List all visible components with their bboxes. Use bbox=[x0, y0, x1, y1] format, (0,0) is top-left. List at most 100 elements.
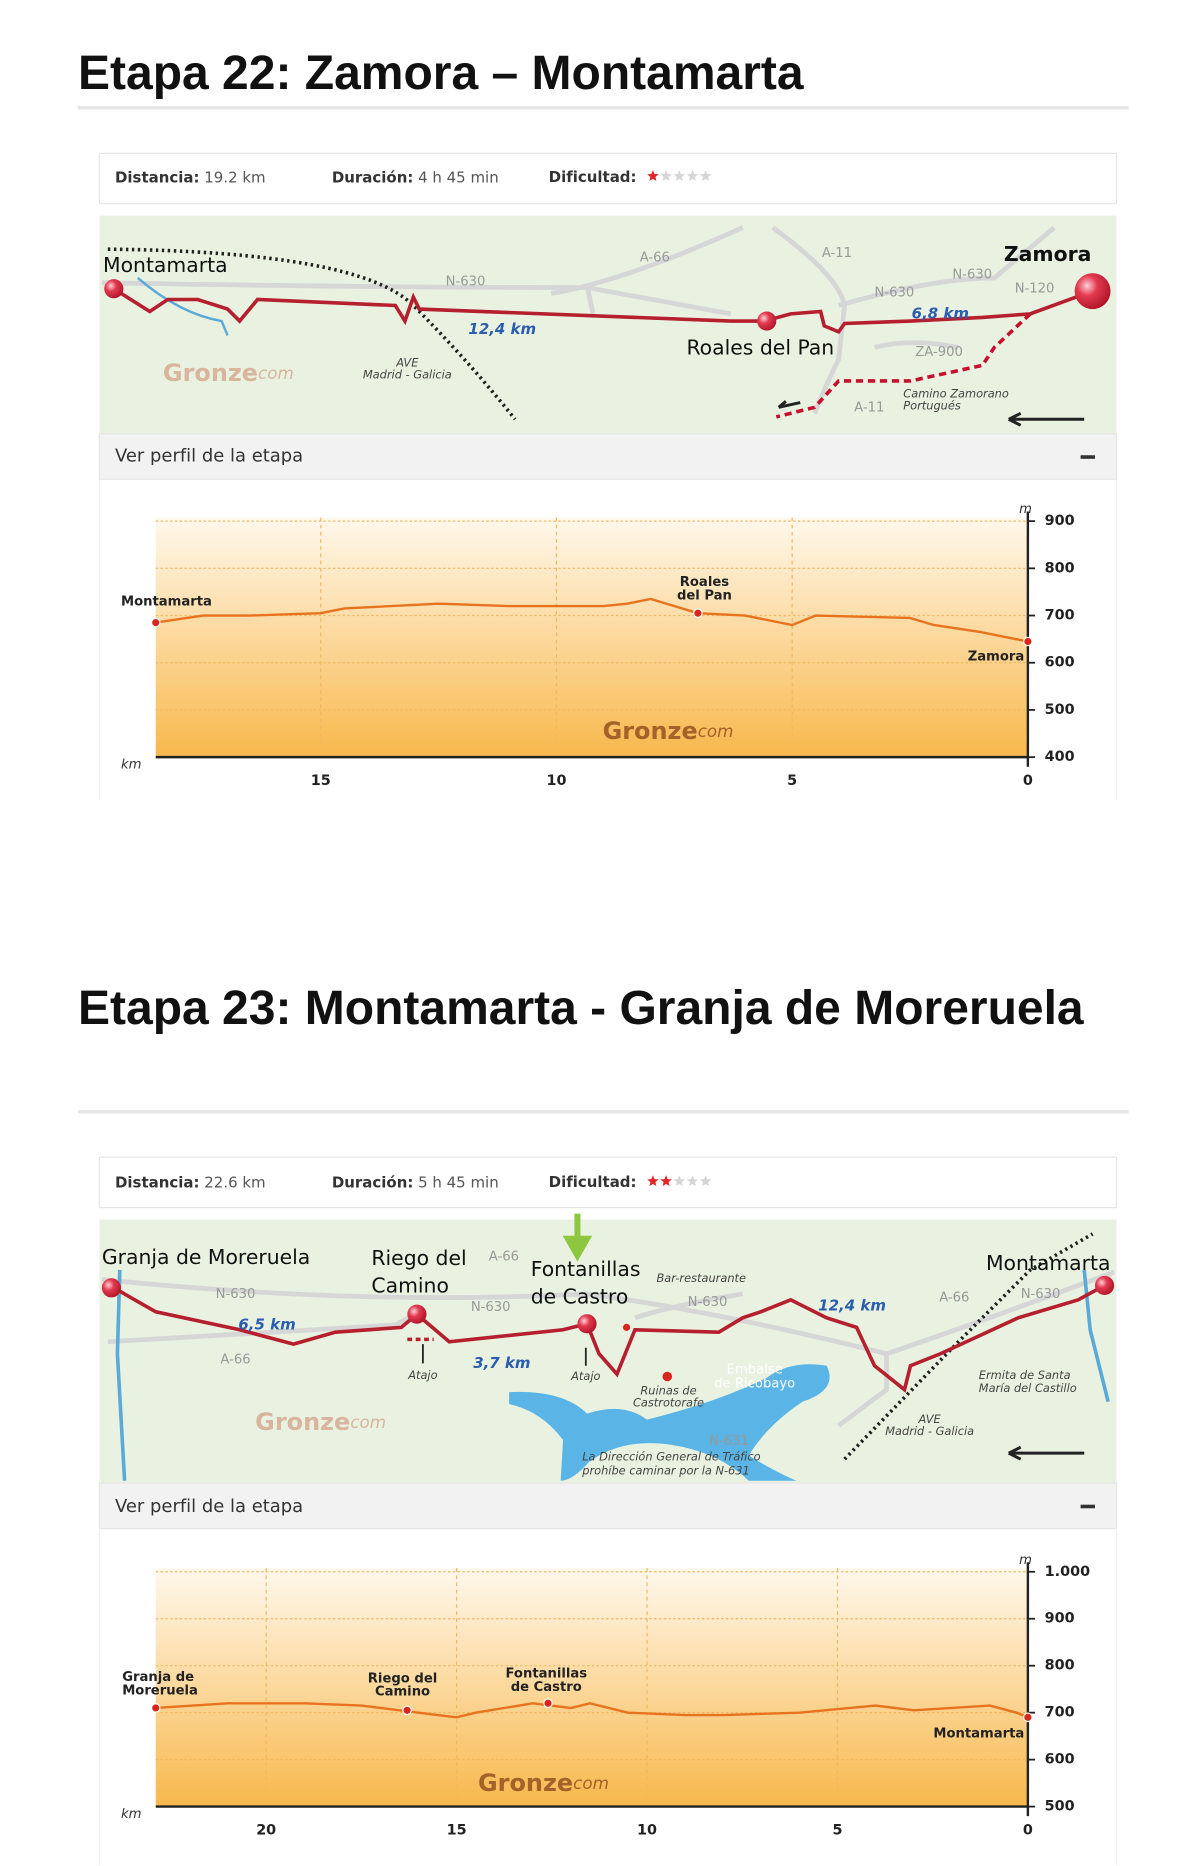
difficulty-star bbox=[660, 170, 672, 181]
poi-label: Castrotorafe bbox=[633, 1395, 704, 1409]
road-label: N-120 bbox=[1015, 282, 1055, 297]
reservoir-label: Embalse bbox=[727, 1362, 783, 1377]
road-label: N-630 bbox=[688, 1295, 728, 1310]
rail-line bbox=[843, 1232, 1094, 1461]
road-label: A-66 bbox=[489, 1250, 519, 1265]
x-tick-label: 0 bbox=[1023, 1823, 1033, 1839]
waypoint bbox=[150, 1703, 161, 1713]
waypoint bbox=[1023, 636, 1033, 647]
waypoint-label: Montamarta bbox=[121, 594, 212, 609]
watermark-main: Gronze bbox=[255, 1408, 350, 1436]
panel-border bbox=[98, 1528, 1118, 1866]
difficulty-star bbox=[673, 170, 686, 181]
watermark: Gronzecom bbox=[163, 359, 294, 387]
info-box bbox=[98, 152, 1118, 205]
value: 5 h 45 min bbox=[418, 1173, 499, 1191]
plot-area bbox=[155, 517, 1028, 758]
place-pin bbox=[577, 1314, 597, 1334]
road-label: A-66 bbox=[220, 1353, 250, 1368]
road-label: N-631 bbox=[709, 1434, 749, 1449]
profile-header[interactable]: Ver perfil de la etapa bbox=[115, 1496, 303, 1517]
road bbox=[634, 1291, 744, 1321]
x-tick-label: 0 bbox=[1023, 773, 1033, 789]
plot-area bbox=[155, 1568, 1028, 1807]
road-label: N-630 bbox=[952, 267, 992, 282]
difficulty-star bbox=[660, 1175, 672, 1187]
y-axis-label: m bbox=[1019, 502, 1032, 517]
distance-label: 3,7 km bbox=[473, 1354, 530, 1372]
y-tick-label: 400 bbox=[1045, 749, 1075, 765]
duration: Duración: 5 h 45 min bbox=[332, 1173, 499, 1191]
shortcut-tick bbox=[421, 1344, 587, 1366]
y-tick-label: 600 bbox=[1045, 1752, 1075, 1768]
road-label: A-66 bbox=[939, 1290, 969, 1305]
value: 4 h 45 min bbox=[418, 168, 499, 186]
x-tick-label: 20 bbox=[256, 1823, 276, 1839]
road-label: N-630 bbox=[1021, 1287, 1061, 1302]
info-box bbox=[98, 1156, 1118, 1209]
river bbox=[115, 1269, 1110, 1481]
difficulty-label: Dificultad: bbox=[549, 168, 637, 186]
difficulty-star bbox=[686, 170, 699, 181]
poi bbox=[622, 1323, 631, 1331]
direction-arrow bbox=[777, 400, 1085, 427]
difficulty-star bbox=[647, 1175, 659, 1187]
difficulty-star bbox=[699, 1175, 712, 1187]
place-label: Camino bbox=[371, 1274, 449, 1298]
x-tick-label: 15 bbox=[447, 1823, 467, 1839]
x-tick-label: 5 bbox=[787, 773, 797, 789]
waypoint-label: Roales bbox=[680, 575, 729, 590]
route bbox=[112, 1283, 1106, 1393]
difficulty-star bbox=[699, 170, 712, 181]
watermark-suffix: com bbox=[258, 363, 294, 383]
road-label: A-11 bbox=[854, 400, 884, 415]
river bbox=[136, 277, 229, 336]
road bbox=[107, 1313, 415, 1345]
shortcut-label: Atajo bbox=[407, 1368, 437, 1382]
route bbox=[112, 287, 1094, 335]
poi-label: María del Castillo bbox=[979, 1381, 1077, 1395]
profile-header[interactable]: Ver perfil de la etapa bbox=[115, 445, 303, 466]
distance-label: 6,5 km bbox=[238, 1315, 295, 1333]
stage-title: Etapa 23: Montamarta - Granja de Morerue… bbox=[78, 982, 1084, 1035]
watermark: Gronzecom bbox=[603, 717, 734, 745]
watermark-main: Gronze bbox=[603, 717, 698, 745]
waypoint-label: Camino bbox=[375, 1685, 430, 1700]
place-label: de Castro bbox=[531, 1284, 629, 1308]
watermark: Gronzecom bbox=[478, 1769, 609, 1797]
y-tick-label: 500 bbox=[1045, 702, 1075, 718]
place-label: Roales del Pan bbox=[686, 336, 834, 360]
place-label: Zamora bbox=[1004, 242, 1091, 266]
collapse-icon[interactable] bbox=[1080, 1504, 1095, 1509]
profile-toggle[interactable] bbox=[98, 433, 1118, 480]
watermark-suffix: com bbox=[350, 1412, 386, 1432]
rail-line bbox=[107, 247, 517, 421]
waypoint-label: Granja de bbox=[122, 1670, 194, 1685]
watermark-suffix: com bbox=[573, 1773, 609, 1793]
distance-label: 12,4 km bbox=[818, 1296, 886, 1314]
x-tick-label: 5 bbox=[832, 1823, 842, 1839]
y-tick-label: 700 bbox=[1045, 608, 1075, 624]
profile-toggle[interactable] bbox=[98, 1482, 1118, 1530]
poi-label: Bar-restaurante bbox=[657, 1271, 747, 1285]
waypoint-label: Montamarta bbox=[933, 1727, 1024, 1742]
y-axis-label: m bbox=[1019, 1553, 1032, 1568]
place-pin bbox=[757, 311, 777, 331]
label: Distancia: bbox=[115, 1173, 199, 1191]
distance-label: 6,8 km bbox=[912, 304, 969, 322]
rail-label: AVE bbox=[918, 1412, 942, 1426]
roads bbox=[101, 1270, 1115, 1428]
label: Distancia: bbox=[115, 168, 199, 186]
watermark-main: Gronze bbox=[478, 1769, 573, 1797]
poi bbox=[662, 1371, 673, 1382]
road-label: ZA-900 bbox=[915, 345, 963, 360]
collapse-icon[interactable] bbox=[1080, 455, 1095, 459]
y-tick-label: 1.000 bbox=[1045, 1564, 1090, 1580]
x-tick-label: 15 bbox=[311, 773, 331, 789]
x-tick-label: 10 bbox=[637, 1823, 657, 1839]
distance: Distancia: 22.6 km bbox=[115, 1173, 266, 1191]
y-tick-label: 800 bbox=[1045, 1658, 1075, 1674]
